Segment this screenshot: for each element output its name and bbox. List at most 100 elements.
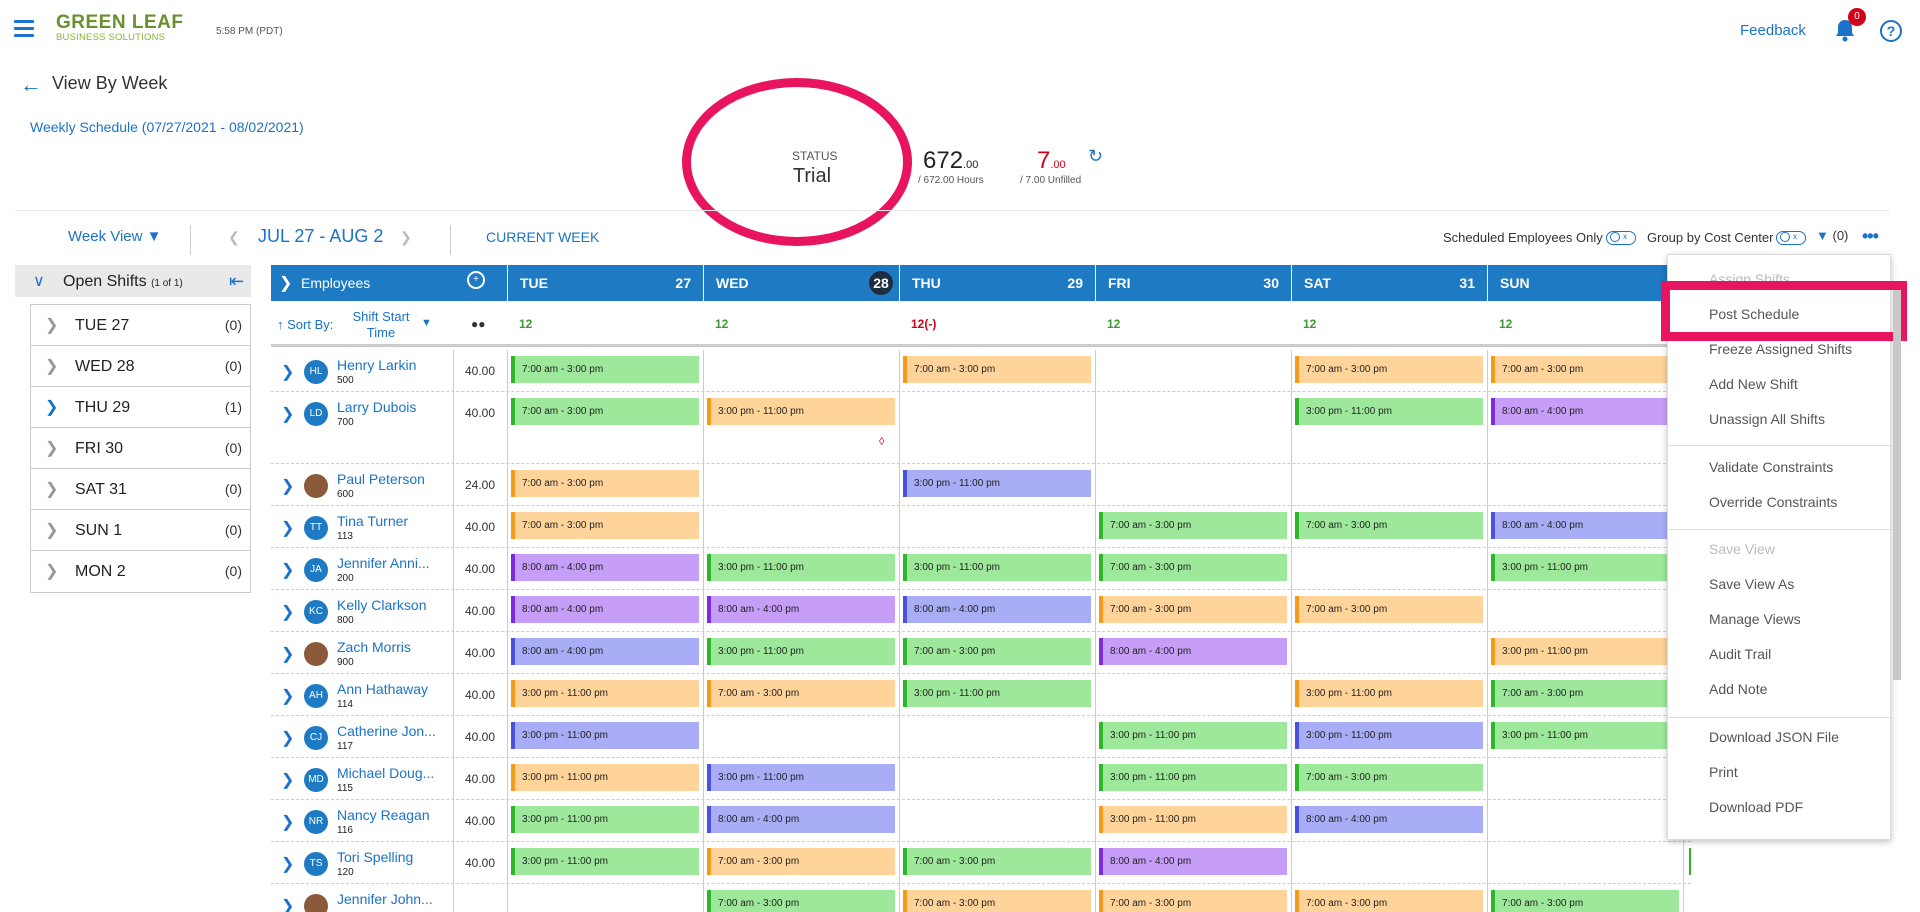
shift-block[interactable]: 3:00 pm - 11:00 pm	[707, 638, 895, 665]
shift-block[interactable]: 7:00 am - 3:00 pm	[1295, 512, 1483, 539]
menu-item[interactable]: Manage Views	[1709, 611, 1801, 627]
shift-block[interactable]: 8:00 am - 4:00 pm	[1099, 638, 1287, 665]
menu-item[interactable]: Validate Constraints	[1709, 459, 1834, 475]
shift-block[interactable]: 3:00 pm - 11:00 pm	[1491, 554, 1679, 581]
day-header[interactable]: TUE 27	[507, 265, 703, 301]
shift-block[interactable]: 3:00 pm - 11:00 pm	[707, 398, 895, 425]
chevron-right-icon[interactable]: ❯	[281, 898, 295, 912]
chevron-right-icon[interactable]: ❯	[281, 562, 295, 579]
open-shifts-header[interactable]: ∨ Open Shifts (1 of 1) ⇤	[15, 265, 251, 297]
menu-item[interactable]: Print	[1709, 764, 1738, 780]
shift-block[interactable]: 3:00 pm - 11:00 pm	[903, 470, 1091, 497]
menu-icon[interactable]	[14, 20, 34, 38]
chevron-right-icon[interactable]: ❯	[281, 364, 295, 381]
chevron-right-icon[interactable]: ❯	[281, 604, 295, 621]
chevron-right-icon[interactable]: ❯	[281, 520, 295, 537]
shift-block[interactable]: 8:00 am - 4:00 pm	[511, 638, 699, 665]
open-shift-row[interactable]: ❯ SUN 1 (0)	[31, 510, 250, 551]
shift-block[interactable]: 7:00 am - 3:00 pm	[511, 470, 699, 497]
chevron-right-icon[interactable]: ❯	[281, 406, 295, 423]
shift-block[interactable]: 3:00 pm - 11:00 pm	[511, 764, 699, 791]
conflict-icon[interactable]: ◊	[879, 436, 885, 448]
refresh-icon[interactable]: ↻	[1088, 146, 1104, 166]
shift-block[interactable]: 3:00 pm - 11:00 pm	[511, 848, 699, 875]
scrollbar[interactable]	[1893, 290, 1901, 680]
shift-block[interactable]: 7:00 am - 3:00 pm	[1295, 596, 1483, 623]
day-header[interactable]: THU 29	[899, 265, 1095, 301]
shift-block[interactable]: 3:00 pm - 11:00 pm	[707, 554, 895, 581]
shift-block[interactable]: 7:00 am - 3:00 pm	[903, 848, 1091, 875]
feedback-link[interactable]: Feedback	[1740, 22, 1806, 39]
shift-block[interactable]: 7:00 am - 3:00 pm	[1295, 890, 1483, 912]
caret-down-icon[interactable]: ▼	[421, 317, 432, 329]
shift-block[interactable]: 7:00 am - 3:00 pm	[903, 356, 1091, 383]
shift-block[interactable]: 7:00 am - 3:00 pm	[903, 638, 1091, 665]
shift-block[interactable]: 8:00 am - 4:00 pm	[707, 806, 895, 833]
shift-block[interactable]: 3:00 pm - 11:00 pm	[1295, 722, 1483, 749]
shift-block[interactable]: 7:00 am - 3:00 pm	[707, 890, 895, 912]
more-options-icon[interactable]: •••	[1862, 226, 1879, 246]
menu-item[interactable]: Unassign All Shifts	[1709, 411, 1825, 427]
shift-block[interactable]: 3:00 pm - 11:00 pm	[511, 722, 699, 749]
clock-icon[interactable]: +	[467, 271, 485, 289]
shift-block[interactable]: 8:00 am - 4:00 pm	[903, 596, 1091, 623]
shift-block[interactable]: 7:00 am - 3:00 pm	[1491, 890, 1679, 912]
shift-block[interactable]: 8:00 am - 4:00 pm	[707, 596, 895, 623]
chevron-right-icon[interactable]: ❯	[281, 814, 295, 831]
menu-item[interactable]: Audit Trail	[1709, 646, 1772, 662]
shift-block[interactable]: 3:00 pm - 11:00 pm	[1099, 806, 1287, 833]
menu-item[interactable]: Download JSON File	[1709, 729, 1839, 745]
menu-item[interactable]: Freeze Assigned Shifts	[1709, 341, 1853, 357]
menu-item[interactable]: Override Constraints	[1709, 494, 1838, 510]
open-shift-row[interactable]: ❯ WED 28 (0)	[31, 346, 250, 387]
chevron-right-icon[interactable]: ❯	[281, 772, 295, 789]
day-header[interactable]: SAT 31	[1291, 265, 1487, 301]
prev-week-icon[interactable]: ❮	[228, 229, 240, 245]
open-shift-row[interactable]: ❯ FRI 30 (0)	[31, 428, 250, 469]
day-header[interactable]: FRI 30	[1095, 265, 1291, 301]
group-by-toggle[interactable]: x	[1776, 231, 1806, 245]
bell-icon[interactable]	[1834, 18, 1856, 42]
shift-block[interactable]: 3:00 pm - 11:00 pm	[1491, 722, 1679, 749]
open-shift-row[interactable]: ❯ SAT 31 (0)	[31, 469, 250, 510]
menu-item[interactable]: Download PDF	[1709, 799, 1804, 815]
shift-block[interactable]: 7:00 am - 3:00 pm	[1491, 356, 1679, 383]
shift-block[interactable]: 8:00 am - 4:00 pm	[511, 554, 699, 581]
shift-block[interactable]: 3:00 pm - 11:00 pm	[903, 680, 1091, 707]
shift-block[interactable]: 8:00 am - 4:00 pm	[1099, 848, 1287, 875]
scheduled-only-toggle[interactable]: x	[1606, 231, 1636, 245]
filter-button[interactable]: ▼ (0)	[1816, 228, 1849, 243]
shift-block[interactable]: 7:00 am - 3:00 pm	[1295, 764, 1483, 791]
shift-block[interactable]: 7:00 am - 3:00 pm	[707, 680, 895, 707]
menu-item[interactable]: Save View	[1709, 541, 1775, 557]
menu-item[interactable]: Post Schedule	[1709, 306, 1800, 322]
shift-block[interactable]: 3:00 pm - 11:00 pm	[1099, 764, 1287, 791]
shift-block[interactable]: 8:00 am - 4:00 pm	[1491, 398, 1679, 425]
open-shift-row[interactable]: ❯ MON 2 (0)	[45, 563, 242, 580]
open-shift-row[interactable]: ❯ THU 29 (1)	[31, 387, 250, 428]
sort-value[interactable]: Shift Start Time	[352, 309, 410, 340]
menu-item[interactable]: Save View As	[1709, 576, 1795, 592]
shift-block[interactable]: 3:00 pm - 11:00 pm	[1689, 848, 1691, 875]
menu-item[interactable]: Add New Shift	[1709, 376, 1798, 392]
current-week-button[interactable]: CURRENT WEEK	[486, 229, 600, 245]
shift-block[interactable]: 3:00 pm - 11:00 pm	[903, 554, 1091, 581]
shift-block[interactable]: 3:00 pm - 11:00 pm	[1295, 398, 1483, 425]
shift-block[interactable]: 8:00 am - 4:00 pm	[511, 596, 699, 623]
menu-item[interactable]: Add Note	[1709, 681, 1768, 697]
week-view-dropdown[interactable]: Week View ▼	[68, 228, 162, 245]
shift-block[interactable]: 7:00 am - 3:00 pm	[1099, 596, 1287, 623]
employee-name[interactable]: Jennifer John...	[337, 891, 433, 907]
next-week-icon[interactable]: ❯	[400, 229, 412, 245]
shift-block[interactable]: 8:00 am - 4:00 pm	[1491, 512, 1679, 539]
weekly-schedule-link[interactable]: Weekly Schedule (07/27/2021 - 08/02/2021…	[30, 119, 304, 135]
shift-block[interactable]: 8:00 am - 4:00 pm	[1295, 806, 1483, 833]
help-icon[interactable]: ?	[1880, 20, 1902, 42]
back-arrow-icon[interactable]: ←	[20, 72, 42, 97]
day-header[interactable]: WED 28	[703, 265, 899, 301]
shift-block[interactable]: 7:00 am - 3:00 pm	[903, 890, 1091, 912]
chevron-right-icon[interactable]: ❯	[281, 688, 295, 705]
chevron-right-icon[interactable]: ❯	[281, 730, 295, 747]
shift-block[interactable]: 3:00 pm - 11:00 pm	[511, 680, 699, 707]
shift-block[interactable]: 7:00 am - 3:00 pm	[511, 512, 699, 539]
